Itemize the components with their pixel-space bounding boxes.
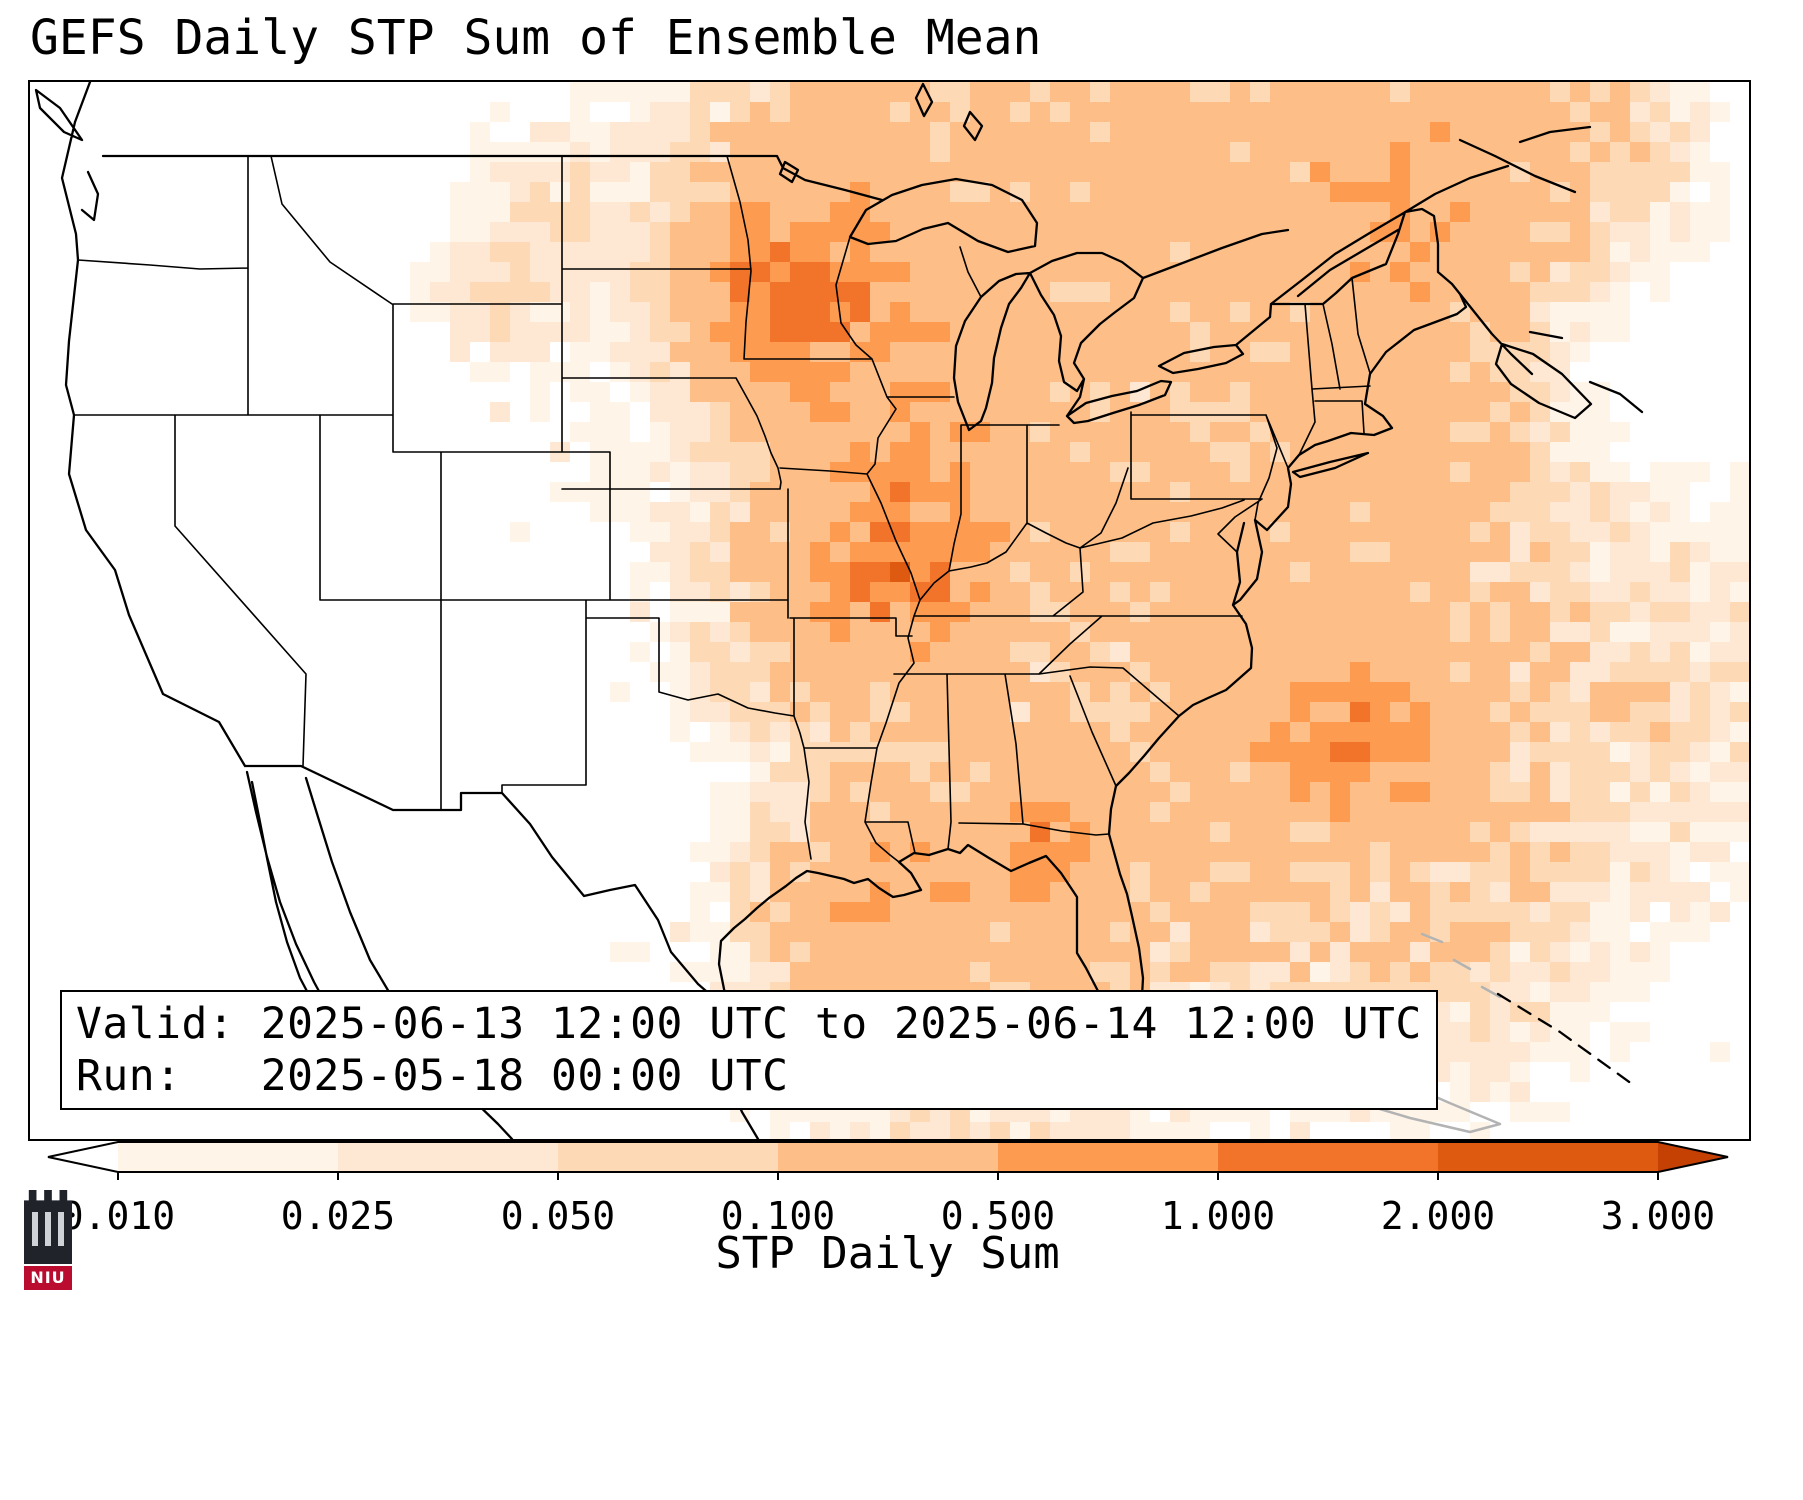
- map-panel: Valid: 2025-06-13 12:00 UTC to 2025-06-1…: [28, 80, 1751, 1141]
- colorbar-tick-label: 1.000: [1161, 1194, 1275, 1238]
- niu-logo-text: NIU: [24, 1266, 72, 1290]
- colorbar-segment: [998, 1142, 1218, 1172]
- validity-info-box: Valid: 2025-06-13 12:00 UTC to 2025-06-1…: [60, 990, 1438, 1110]
- valid-line: Valid: 2025-06-13 12:00 UTC to 2025-06-1…: [76, 999, 1422, 1049]
- colorbar-tick-label: 0.500: [941, 1194, 1055, 1238]
- colorbar-tick-label: 0.025: [281, 1194, 395, 1238]
- state-borders: [73, 155, 1371, 863]
- stp-heatmap-cells: [410, 82, 1749, 1139]
- colorbar-tick-label: 0.050: [501, 1194, 615, 1238]
- colorbar-segment: [118, 1142, 338, 1172]
- map-boundaries: [34, 82, 1644, 1139]
- colorbar-segment: [558, 1142, 778, 1172]
- cuba-outline: [1220, 932, 1502, 1134]
- figure-title: GEFS Daily STP Sum of Ensemble Mean: [30, 10, 1042, 66]
- colorbar-under-arrow: [48, 1142, 118, 1172]
- colorbar-tick-label: 0.010: [61, 1194, 175, 1238]
- colorbar-segment: [778, 1142, 998, 1172]
- us-map: [34, 82, 1749, 1139]
- colorbar-over-arrow: [1658, 1142, 1728, 1172]
- colorbar-tick-label: 0.100: [721, 1194, 835, 1238]
- niu-logo: NIU: [22, 1190, 74, 1296]
- colorbar-segment: [1438, 1142, 1658, 1172]
- dashed-coastline: [1496, 992, 1634, 1086]
- colorbar-tick-label: 2.000: [1381, 1194, 1495, 1238]
- colorbar-segment: [338, 1142, 558, 1172]
- niu-castle-icon: [24, 1190, 72, 1264]
- colorbar: 0.010 0.025 0.050 0.100 0.500 1.000 2.000 3.000: [47, 1141, 1729, 1238]
- run-line: Run: 2025-05-18 00:00 UTC: [76, 1051, 789, 1101]
- colorbar-tick-label: 3.000: [1601, 1194, 1715, 1238]
- colorbar-axis-label: STP Daily Sum: [715, 1228, 1060, 1279]
- colorbar-segment: [1218, 1142, 1438, 1172]
